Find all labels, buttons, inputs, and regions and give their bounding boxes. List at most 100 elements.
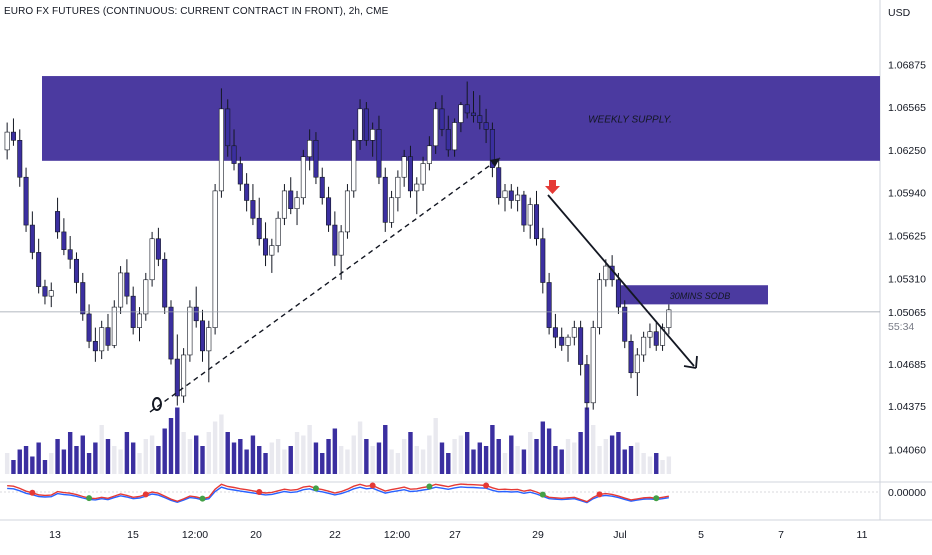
oscillator-layer — [0, 482, 880, 504]
volume-bar — [414, 446, 419, 474]
volume-bar — [244, 449, 249, 474]
candle-body — [174, 358, 180, 397]
price-tick-label: 1.05940 — [888, 187, 926, 199]
time-tick-label: 13 — [49, 529, 61, 541]
candle-body — [48, 290, 54, 297]
candle-body — [92, 340, 98, 352]
volume-bar — [137, 453, 142, 474]
candle-body — [212, 190, 218, 328]
volume-bar — [17, 449, 22, 474]
volume-bar — [559, 449, 564, 474]
price-tick-label: 1.04375 — [888, 401, 926, 413]
volume-bar — [666, 456, 672, 474]
volume-bar — [597, 446, 602, 474]
candle-body — [407, 156, 413, 192]
oscillator-cross-dot — [596, 491, 603, 498]
candle-body — [118, 272, 124, 308]
volume-bar — [446, 453, 451, 474]
volume-bar — [168, 418, 174, 474]
candle-body — [470, 112, 476, 117]
candle-body — [99, 327, 105, 352]
candle-body — [445, 129, 451, 151]
volume-bar — [509, 435, 514, 474]
candle-body — [489, 129, 495, 168]
volume-bar — [320, 453, 325, 474]
candle-body — [55, 211, 61, 233]
price-tick-label: 1.06565 — [888, 102, 926, 114]
sodb-label: 30MINS SODB — [670, 291, 731, 301]
candle-body — [502, 190, 508, 199]
volume-bar — [546, 428, 552, 474]
candle-body — [660, 327, 666, 346]
oscillator-signal-line — [7, 486, 669, 504]
candle-body — [426, 145, 432, 164]
volume-bar — [351, 435, 356, 474]
volume-bar — [395, 453, 401, 474]
volume-bar — [572, 442, 577, 474]
candle-body — [477, 115, 483, 123]
candle-body — [452, 122, 458, 151]
candle-body — [67, 249, 73, 260]
candle-body — [294, 197, 300, 209]
chart-title: EURO FX FUTURES (CONTINUOUS: CURRENT CON… — [4, 6, 389, 17]
volume-bar — [238, 439, 243, 474]
volume-bar — [490, 425, 495, 474]
candle-body — [653, 331, 659, 346]
candle-body — [641, 336, 647, 356]
candle-body — [155, 238, 161, 260]
volume-bar — [654, 453, 659, 474]
candle-body — [105, 327, 111, 346]
candle-body — [552, 327, 558, 338]
candle-body — [149, 238, 155, 281]
candle-body — [17, 140, 23, 178]
candle-body — [136, 313, 142, 328]
sodb-zone — [620, 285, 768, 305]
candle-body — [61, 231, 67, 250]
swing-low-marker — [152, 397, 162, 411]
candle-body — [357, 108, 363, 141]
volume-bar — [540, 421, 546, 474]
candle-body — [263, 238, 269, 256]
volume-bar — [383, 425, 388, 474]
volume-bar — [4, 453, 10, 474]
volume-bar — [307, 425, 312, 474]
candle-body — [382, 176, 388, 223]
candle-body — [225, 108, 231, 147]
candles-layer — [4, 81, 672, 410]
bearish-trend-line — [547, 194, 695, 367]
candle-body — [4, 131, 10, 151]
candle-body — [193, 306, 199, 322]
oscillator-value-label: 0.00000 — [888, 487, 926, 499]
oscillator-cross-dot — [199, 495, 206, 502]
price-tick-label: 1.04685 — [888, 359, 926, 371]
candle-body — [218, 108, 224, 192]
oscillator-cross-dot — [142, 491, 149, 498]
candle-body — [244, 183, 250, 201]
candle-body — [237, 163, 243, 185]
candle-body — [231, 145, 237, 164]
candle-body — [326, 197, 332, 226]
red-down-marker — [545, 180, 560, 194]
candle-body — [111, 306, 117, 346]
oscillator-cross-dot — [426, 483, 433, 490]
candle-body — [168, 306, 174, 360]
time-tick-label: 29 — [532, 529, 544, 541]
candle-body — [508, 190, 514, 201]
candle-body — [414, 183, 420, 192]
volume-bar — [11, 460, 16, 474]
countdown-label: 55:34 — [888, 321, 914, 333]
volume-bar — [55, 439, 60, 474]
oscillator-cross-dot — [653, 495, 660, 502]
volume-bar — [471, 449, 476, 474]
bearish-arrow-head — [683, 355, 698, 369]
candle-body — [23, 176, 29, 226]
candle-body — [319, 176, 325, 199]
volume-bar — [61, 449, 67, 474]
candle-body — [521, 194, 527, 226]
candle-body — [546, 282, 552, 328]
time-tick-label: 20 — [250, 529, 262, 541]
volume-bar — [301, 435, 306, 474]
time-tick-label: 27 — [449, 529, 461, 541]
volume-bar — [578, 432, 583, 474]
